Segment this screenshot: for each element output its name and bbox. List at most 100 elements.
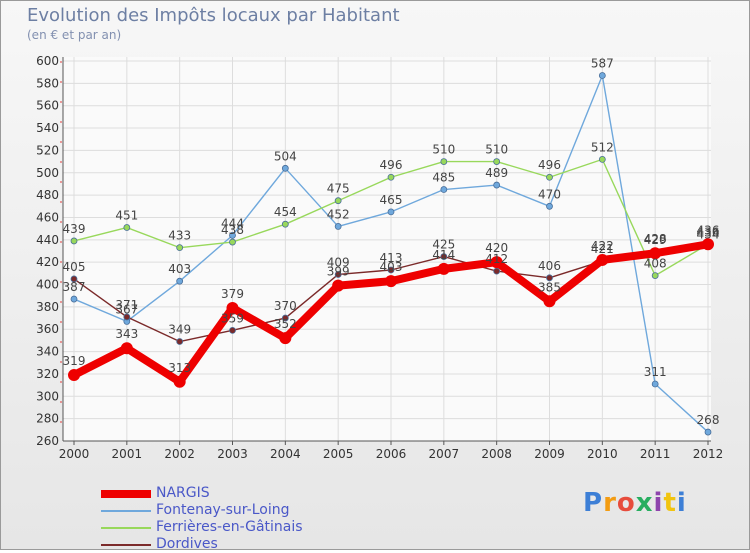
data-point bbox=[176, 277, 184, 285]
x-tick-label: 2003 bbox=[217, 447, 248, 461]
x-tick-label: 2009 bbox=[534, 447, 565, 461]
data-point bbox=[68, 369, 80, 382]
logo-letter: t bbox=[663, 488, 677, 518]
data-point bbox=[649, 247, 662, 260]
y-tick-label: 540 bbox=[36, 121, 59, 135]
x-tick-label: 2002 bbox=[164, 447, 195, 461]
data-point bbox=[334, 197, 342, 205]
data-label: 311 bbox=[644, 365, 667, 379]
data-point bbox=[546, 173, 553, 181]
data-point bbox=[281, 164, 289, 172]
legend-swatch bbox=[101, 544, 151, 546]
data-point bbox=[176, 244, 184, 252]
data-label: 409 bbox=[327, 255, 350, 269]
data-label: 587 bbox=[591, 57, 614, 71]
data-point bbox=[440, 186, 448, 193]
legend-swatch bbox=[101, 527, 151, 529]
y-tick-label: 280 bbox=[36, 412, 59, 426]
y-tick-label: 560 bbox=[36, 99, 59, 113]
data-point bbox=[334, 271, 342, 278]
y-tick-label: 260 bbox=[36, 434, 59, 448]
data-label: 433 bbox=[168, 229, 191, 243]
logo-letter: i bbox=[653, 488, 664, 518]
legend-label: NARGIS bbox=[156, 485, 210, 501]
data-point bbox=[490, 256, 503, 269]
data-point bbox=[546, 274, 553, 282]
data-point bbox=[229, 238, 236, 246]
x-tick-label: 2004 bbox=[270, 447, 301, 461]
proxiti-logo: Proxiti bbox=[583, 488, 687, 518]
data-point bbox=[332, 279, 345, 292]
y-tick-label: 340 bbox=[36, 345, 59, 359]
y-tick-label: 600 bbox=[36, 54, 59, 68]
x-tick-label: 2006 bbox=[376, 447, 407, 461]
data-label: 454 bbox=[274, 205, 297, 219]
chart-subtitle: (en € et par an) bbox=[27, 28, 122, 42]
data-point bbox=[279, 332, 292, 345]
data-label: 403 bbox=[380, 260, 403, 274]
data-point bbox=[173, 375, 186, 388]
legend-label: Fontenay-sur-Loing bbox=[156, 502, 290, 518]
data-label: 496 bbox=[380, 158, 403, 172]
x-tick-label: 2008 bbox=[481, 447, 512, 461]
data-point bbox=[229, 231, 236, 239]
y-tick-label: 520 bbox=[36, 143, 59, 157]
data-label: 412 bbox=[485, 252, 508, 266]
x-tick-label: 2012 bbox=[693, 447, 724, 461]
legend-swatch bbox=[101, 510, 151, 512]
data-label: 352 bbox=[274, 317, 297, 331]
data-point bbox=[123, 224, 131, 231]
y-tick-label: 420 bbox=[36, 255, 59, 269]
data-label: 496 bbox=[538, 158, 561, 172]
logo-letter: P bbox=[583, 488, 604, 518]
data-point bbox=[387, 208, 395, 216]
data-point bbox=[493, 267, 501, 275]
data-label: 319 bbox=[63, 354, 86, 368]
data-point bbox=[226, 302, 239, 314]
data-point bbox=[493, 158, 501, 165]
data-label: 438 bbox=[221, 223, 244, 237]
data-label: 510 bbox=[432, 143, 455, 157]
y-tick-label: 480 bbox=[36, 188, 59, 202]
data-label: 444 bbox=[221, 216, 244, 230]
data-point bbox=[704, 428, 712, 436]
logo-letter: x bbox=[635, 488, 654, 518]
data-label: 421 bbox=[591, 242, 614, 256]
data-label: 387 bbox=[63, 280, 86, 294]
data-label: 349 bbox=[168, 323, 191, 337]
y-tick-label: 300 bbox=[36, 389, 59, 403]
data-label: 434 bbox=[697, 228, 720, 242]
data-label: 475 bbox=[327, 182, 350, 196]
data-label: 489 bbox=[485, 166, 508, 180]
data-point bbox=[546, 202, 553, 210]
data-point bbox=[493, 181, 501, 189]
data-point bbox=[702, 238, 714, 251]
logo-letter: o bbox=[616, 488, 636, 518]
x-tick-label: 2007 bbox=[429, 447, 460, 461]
x-tick-label: 2000 bbox=[59, 447, 90, 461]
data-point bbox=[334, 223, 342, 230]
data-label: 470 bbox=[538, 187, 561, 201]
data-label: 452 bbox=[327, 207, 350, 221]
data-label: 420 bbox=[485, 241, 508, 255]
x-tick-label: 2001 bbox=[112, 447, 143, 461]
data-label: 504 bbox=[274, 149, 297, 163]
x-tick-label: 2011 bbox=[640, 447, 671, 461]
data-label: 465 bbox=[380, 193, 403, 207]
data-label: 343 bbox=[115, 327, 138, 341]
data-point bbox=[70, 237, 78, 245]
data-point bbox=[176, 338, 184, 345]
x-tick-label: 2005 bbox=[323, 447, 354, 461]
y-tick-label: 460 bbox=[36, 210, 59, 224]
data-point bbox=[598, 155, 606, 163]
data-label: 406 bbox=[538, 259, 561, 273]
data-label: 413 bbox=[380, 251, 403, 265]
logo-letter: r bbox=[603, 488, 617, 518]
data-label: 399 bbox=[327, 265, 350, 279]
data-point bbox=[385, 275, 397, 288]
data-label: 436 bbox=[697, 223, 720, 237]
data-label: 371 bbox=[115, 298, 138, 312]
data-label: 268 bbox=[697, 413, 720, 427]
x-tick-label: 2010 bbox=[587, 447, 618, 461]
